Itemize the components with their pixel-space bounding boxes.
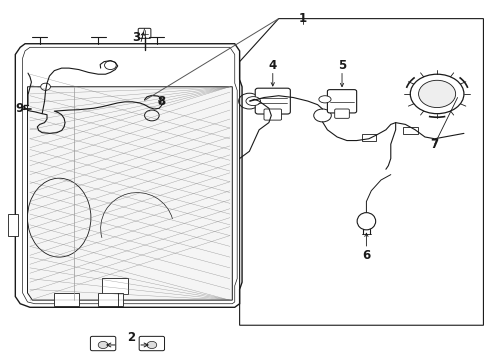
Circle shape [41, 83, 50, 90]
Polygon shape [27, 87, 232, 300]
Text: 4: 4 [268, 59, 276, 72]
Ellipse shape [356, 213, 375, 230]
Circle shape [98, 341, 108, 348]
FancyBboxPatch shape [138, 28, 151, 39]
FancyBboxPatch shape [255, 88, 290, 114]
FancyBboxPatch shape [90, 336, 116, 351]
Text: 8: 8 [157, 95, 165, 108]
Bar [98, 293, 122, 306]
Text: 9: 9 [15, 102, 23, 115]
Bar [54, 293, 79, 306]
Bar [361, 134, 375, 141]
Ellipse shape [245, 96, 260, 105]
Bar [8, 214, 18, 235]
FancyBboxPatch shape [334, 109, 348, 118]
FancyBboxPatch shape [102, 278, 128, 294]
FancyBboxPatch shape [264, 109, 281, 120]
Text: 5: 5 [337, 59, 346, 72]
Text: 7: 7 [430, 138, 438, 150]
Circle shape [147, 341, 157, 348]
Circle shape [409, 74, 463, 114]
Circle shape [418, 80, 455, 108]
FancyBboxPatch shape [327, 90, 356, 113]
Text: 3: 3 [132, 31, 140, 44]
Bar [402, 127, 417, 134]
FancyBboxPatch shape [139, 336, 164, 351]
Text: 1: 1 [298, 12, 306, 25]
Text: 6: 6 [362, 249, 370, 262]
Ellipse shape [318, 96, 330, 103]
Text: 2: 2 [127, 330, 135, 343]
